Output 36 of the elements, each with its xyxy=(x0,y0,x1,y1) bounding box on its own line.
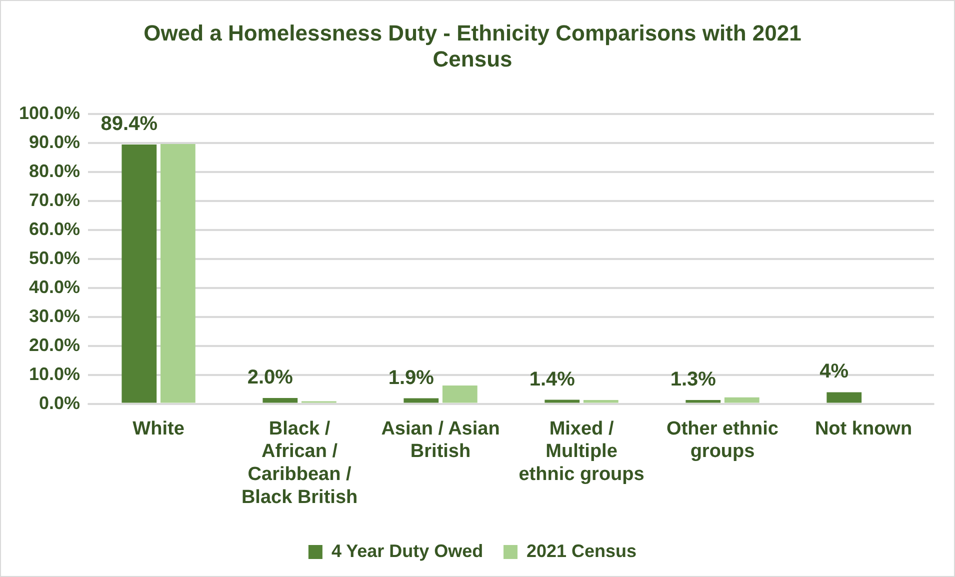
bar xyxy=(404,398,439,403)
y-tick-label: 80.0% xyxy=(29,160,80,181)
legend-label: 2021 Census xyxy=(526,540,637,561)
bar xyxy=(724,397,760,403)
x-tick-label: Asian / Asian British xyxy=(381,418,500,462)
bar xyxy=(160,144,196,403)
chart-title: Owed a Homelessness Duty - Ethnicity Comparisons with 2021 Census xyxy=(144,20,802,72)
y-tick-label: 0.0% xyxy=(39,392,80,413)
y-tick-label: 100.0% xyxy=(18,102,80,123)
data-label: 4% xyxy=(820,360,849,383)
x-tick-label: Other ethnic groups xyxy=(666,418,779,462)
y-tick-label: 30.0% xyxy=(29,306,80,326)
y-tick-label: 40.0% xyxy=(29,276,80,297)
bar xyxy=(826,392,862,403)
y-tick-label: 10.0% xyxy=(29,364,80,384)
data-label: 2.0% xyxy=(247,366,294,389)
data-label: 1.3% xyxy=(670,368,716,391)
bar xyxy=(122,144,157,403)
legend-label: 4 Year Duty Owed xyxy=(331,540,484,561)
y-tick-label: 70.0% xyxy=(29,190,80,210)
y-tick-label: 50.0% xyxy=(29,248,80,268)
bar xyxy=(442,386,478,403)
bar xyxy=(583,400,618,403)
bar xyxy=(686,400,721,403)
y-tick-label: 20.0% xyxy=(29,334,80,355)
x-tick-label: Not known xyxy=(814,418,912,440)
bar xyxy=(262,398,298,403)
y-tick-label: 60.0% xyxy=(29,218,80,239)
bar xyxy=(544,400,580,403)
y-tick-label: 90.0% xyxy=(29,132,80,152)
data-label: 1.4% xyxy=(529,368,576,390)
data-label: 1.9% xyxy=(388,366,434,389)
x-tick-label: Black / African / Caribbean / Black British xyxy=(241,418,358,508)
data-label: 89.4% xyxy=(100,113,158,136)
x-tick-label: Mixed / Multiple ethnic groups xyxy=(518,418,644,486)
x-tick-label: White xyxy=(132,418,184,440)
